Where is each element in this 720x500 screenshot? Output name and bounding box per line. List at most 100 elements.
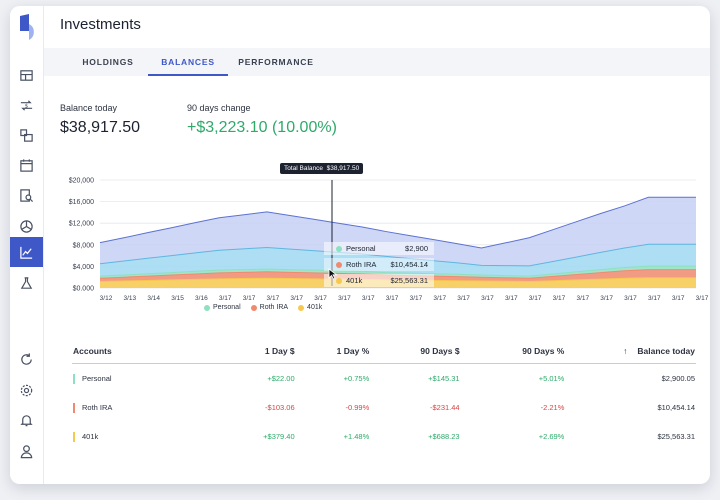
page-title: Investments bbox=[60, 16, 141, 33]
x-tick-label: 3/17 bbox=[386, 295, 399, 302]
accounts-table: Accounts 1 Day $ 1 Day % 90 Days $ 90 Da… bbox=[72, 339, 696, 451]
balance-today-value: $38,917.50 bbox=[60, 119, 141, 136]
table-row[interactable]: 401k +$379.40 +1.48% +$688.23 +2.69% $25… bbox=[72, 422, 696, 451]
sidebar-item-transactions[interactable]: $ bbox=[10, 90, 43, 120]
cell-balance-today: $25,563.31 bbox=[657, 432, 695, 441]
401k-dot-icon bbox=[336, 277, 342, 284]
gear-icon bbox=[20, 384, 33, 396]
sidebar-item-allocation[interactable] bbox=[10, 211, 43, 241]
main-content: Investments HOLDINGS BALANCES PERFORMANC… bbox=[44, 6, 710, 484]
user-icon bbox=[20, 444, 33, 458]
line-series-total bbox=[99, 196, 696, 249]
401k-dot-icon bbox=[298, 304, 305, 311]
cell-90-days-pct: +2.69% bbox=[538, 432, 565, 441]
sort-arrow-up-icon: ↑ bbox=[623, 346, 628, 356]
x-tick-label: 3/17 bbox=[433, 295, 446, 302]
svg-text:$: $ bbox=[25, 103, 29, 109]
sidebar-item-lab[interactable] bbox=[10, 268, 43, 298]
table-row[interactable]: Roth IRA -$103.06 -0.99% -$231.44 -2.21%… bbox=[72, 393, 696, 422]
dashboard-icon bbox=[20, 69, 33, 81]
tooltip-total-value: $38,917.50 bbox=[326, 165, 360, 172]
header-accounts[interactable]: Accounts bbox=[72, 339, 221, 364]
sidebar-item-budget[interactable] bbox=[10, 120, 43, 150]
header-90-days-pct[interactable]: 90 Days % bbox=[460, 339, 566, 364]
x-tick-label: 3/17 bbox=[219, 295, 232, 302]
tooltip-row-personal: Personal $2,900 bbox=[324, 242, 434, 255]
x-tick-label: 3/12 bbox=[100, 295, 113, 302]
legend-item-401k[interactable]: 401k bbox=[298, 304, 322, 311]
header-balance-today[interactable]: ↑ Balance today bbox=[565, 339, 696, 364]
personal-dot-icon bbox=[204, 304, 210, 311]
chart-legend: Personal Roth IRA 401k bbox=[204, 304, 322, 311]
sidebar-item-profile[interactable] bbox=[10, 436, 43, 466]
cell-90-days-usd: +$688.23 bbox=[428, 432, 460, 441]
line-series-personal bbox=[99, 265, 696, 277]
y-tick-label: $16,000 bbox=[69, 199, 94, 206]
legend-label: Personal bbox=[213, 304, 241, 311]
line-series-other bbox=[99, 243, 696, 267]
cell-1-day-usd: -$103.06 bbox=[265, 403, 295, 412]
x-tick-label: 3/17 bbox=[672, 295, 685, 302]
sidebar-item-calendar[interactable] bbox=[10, 150, 43, 180]
x-tick-label: 3/17 bbox=[410, 295, 423, 302]
x-tick-label: 3/17 bbox=[243, 295, 256, 302]
y-tick-label: $4,000 bbox=[73, 264, 95, 271]
table-header-row: Accounts 1 Day $ 1 Day % 90 Days $ 90 Da… bbox=[72, 339, 696, 364]
x-tick-label: 3/17 bbox=[267, 295, 280, 302]
tooltip-row-label: 401k bbox=[346, 276, 363, 285]
sidebar-item-dashboard[interactable] bbox=[10, 60, 43, 90]
sidebar-item-notifications[interactable] bbox=[10, 405, 43, 435]
cell-90-days-usd: -$231.44 bbox=[430, 403, 460, 412]
cell-1-day-pct: +1.48% bbox=[343, 432, 370, 441]
x-tick-label: 3/17 bbox=[576, 295, 589, 302]
header-balance-today-label: Balance today bbox=[637, 346, 695, 356]
header-90-days-usd[interactable]: 90 Days $ bbox=[370, 339, 461, 364]
calendar-icon bbox=[20, 158, 33, 172]
roth-ira-dot-icon bbox=[250, 304, 257, 311]
tooltip-row-401k: 401k $25,563.31 bbox=[324, 274, 434, 287]
change-90-days-label: 90 days change bbox=[187, 103, 251, 113]
header-1-day-usd[interactable]: 1 Day $ bbox=[220, 339, 296, 364]
x-tick-label: 3/17 bbox=[338, 295, 351, 302]
cell-90-days-pct: -2.21% bbox=[540, 403, 565, 412]
investments-trend-icon bbox=[20, 246, 33, 259]
refresh-icon bbox=[21, 352, 32, 365]
tab-performance[interactable]: PERFORMANCE bbox=[238, 57, 314, 67]
x-tick-label: 3/16 bbox=[195, 295, 208, 302]
y-tick-label: $0.000 bbox=[73, 286, 95, 293]
roth-ira-dot-icon bbox=[336, 261, 342, 268]
cell-1-day-pct: -0.99% bbox=[345, 403, 370, 412]
chart-tooltip-total: Total Balance $38,917.50 bbox=[280, 163, 364, 174]
balance-area-chart[interactable]: $20,000$16,000$12,000$8,000$4,000$0.000 … bbox=[44, 156, 710, 326]
sidebar-item-settings[interactable] bbox=[10, 375, 43, 405]
sidebar-item-reports[interactable] bbox=[10, 180, 43, 210]
legend-label: Roth IRA bbox=[259, 304, 289, 311]
header-1-day-pct[interactable]: 1 Day % bbox=[295, 339, 371, 364]
x-tick-label: 3/17 bbox=[457, 295, 470, 302]
y-tick-label: $8,000 bbox=[73, 242, 95, 249]
legend-label: 401k bbox=[307, 304, 323, 311]
table-row[interactable]: Personal +$22.00 +0.75% +$145.31 +5.01% … bbox=[72, 364, 696, 394]
report-search-icon bbox=[20, 188, 34, 202]
legend-item-roth-ira[interactable]: Roth IRA bbox=[250, 304, 289, 311]
tab-balances[interactable]: BALANCES bbox=[148, 48, 228, 76]
balance-today-label: Balance today bbox=[60, 103, 118, 113]
account-color-bar bbox=[73, 402, 75, 413]
cell-90-days-pct: +5.01% bbox=[538, 374, 565, 383]
account-name: 401k bbox=[82, 432, 99, 441]
x-tick-label: 3/17 bbox=[696, 295, 709, 302]
mouse-cursor-icon bbox=[328, 268, 338, 280]
tab-holdings[interactable]: HOLDINGS bbox=[82, 57, 134, 67]
sidebar: $ bbox=[10, 6, 44, 484]
flask-icon bbox=[20, 276, 33, 289]
budget-icon bbox=[20, 128, 33, 142]
x-tick-label: 3/17 bbox=[481, 295, 494, 302]
cell-1-day-usd: +$379.40 bbox=[263, 432, 295, 441]
x-tick-label: 3/17 bbox=[362, 295, 375, 302]
sidebar-item-investments[interactable] bbox=[10, 237, 43, 267]
tooltip-row-value: $10,454.14 bbox=[390, 260, 428, 269]
sidebar-item-refresh[interactable] bbox=[10, 344, 43, 374]
tooltip-row-roth-ira: Roth IRA $10,454.14 bbox=[324, 258, 434, 271]
x-tick-label: 3/17 bbox=[648, 295, 661, 302]
legend-item-personal[interactable]: Personal bbox=[204, 304, 241, 311]
